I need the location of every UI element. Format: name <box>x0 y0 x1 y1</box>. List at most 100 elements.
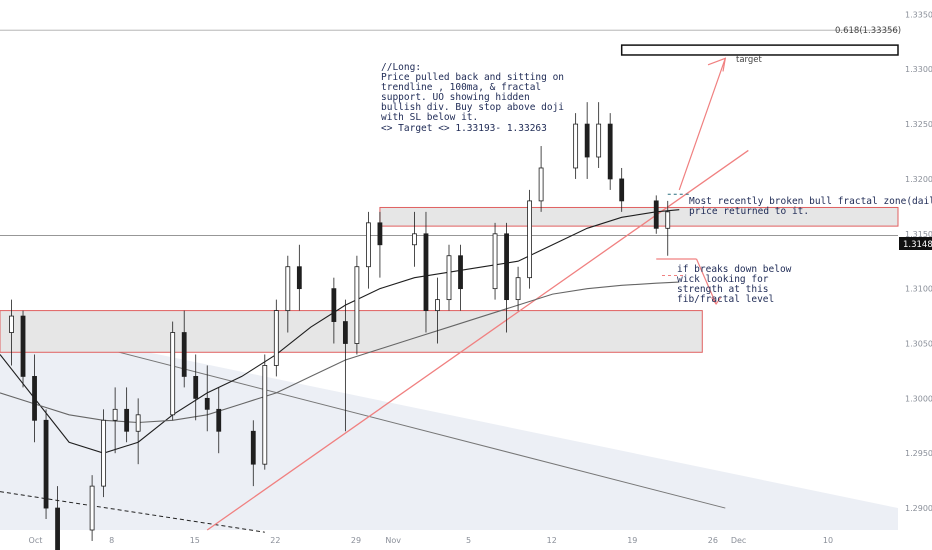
candle-body <box>354 266 360 344</box>
candle-body <box>515 277 521 301</box>
candle-body <box>273 310 279 366</box>
long-note-line: bullish div. Buy stop above doji <box>381 102 564 113</box>
candle <box>435 277 440 344</box>
candle-body <box>216 408 222 432</box>
candle <box>216 387 222 454</box>
candle <box>515 266 521 311</box>
breakdown-note-line: fib/fractal level <box>677 294 774 305</box>
x-tick-label: 19 <box>627 536 637 545</box>
candle <box>170 321 176 421</box>
candle <box>285 255 291 333</box>
candle-body <box>619 178 625 202</box>
y-tick-label: 1.29000 <box>905 504 932 513</box>
descending-wedge <box>0 321 898 530</box>
candle-body <box>377 222 383 246</box>
candle-body <box>342 321 348 344</box>
fractal-note-line: price returned to it. <box>689 206 809 217</box>
long-note-line: with SL below it. <box>381 112 478 123</box>
candle <box>354 255 360 355</box>
fractal-zone-note: Most recently broken bull fractal zone(d… <box>689 196 932 217</box>
y-tick-label: 1.32000 <box>905 175 932 184</box>
long-note: //Long: Price pulled back and sitting on… <box>381 62 570 134</box>
long-note-line: <> Target <> 1.33193- 1.33263 <box>381 123 547 134</box>
candle <box>204 365 210 432</box>
candle-body <box>538 167 544 202</box>
candle-body <box>504 233 509 301</box>
candle-body <box>20 315 26 377</box>
candle <box>423 211 429 333</box>
breakdown-note: if breaks down below wick looking for st… <box>677 264 797 305</box>
candle-body <box>584 123 590 158</box>
candle-body <box>492 233 498 290</box>
candle <box>55 486 60 550</box>
candle-body <box>435 299 440 311</box>
candle-body <box>9 315 14 333</box>
candle-body <box>412 233 417 246</box>
x-tick-label: 8 <box>109 536 114 545</box>
candle <box>377 211 383 278</box>
candle-body <box>596 123 602 158</box>
y-tick-label: 1.30000 <box>905 394 932 403</box>
candle-body <box>112 408 118 421</box>
candle <box>250 420 256 487</box>
candle <box>20 310 26 388</box>
candle-body <box>665 211 671 229</box>
breakdown-note-line: strength at this <box>677 284 769 295</box>
y-tick-label: 1.33500 <box>905 10 932 19</box>
candle <box>193 354 199 421</box>
candle <box>43 409 49 520</box>
axis-layer[interactable]: 1.33500 1.33000 1.32500 1.32000 1.31500 1.310… <box>29 10 932 545</box>
candle <box>89 475 95 541</box>
candle <box>296 244 302 311</box>
candle <box>366 211 371 289</box>
candle <box>273 299 279 377</box>
candle <box>619 167 625 212</box>
y-tick-label: 1.31500 <box>905 230 932 239</box>
candle-body <box>423 233 429 311</box>
candle-body <box>527 200 532 279</box>
candle <box>262 354 268 470</box>
candle <box>32 354 37 443</box>
x-tick-label: 15 <box>190 536 200 545</box>
x-tick-label: 12 <box>547 536 557 545</box>
candle-body <box>170 332 176 416</box>
lower-fractal-zone <box>0 310 703 353</box>
candle <box>653 195 659 234</box>
x-tick-label: 29 <box>351 536 361 545</box>
candle <box>112 387 118 454</box>
candle-body <box>181 332 187 377</box>
candle <box>665 200 671 256</box>
candle <box>101 409 107 498</box>
y-tick-label: 1.32500 <box>905 120 932 129</box>
candle <box>458 244 463 311</box>
candle-body <box>446 255 452 301</box>
y-tick-label: 1.30500 <box>905 340 932 349</box>
candle-body <box>204 397 210 410</box>
candle-body <box>89 485 95 531</box>
y-tick-label: 1.33000 <box>905 65 932 74</box>
candle <box>607 113 613 190</box>
long-note-line: Price pulled back and sitting on <box>381 72 564 83</box>
candle-body <box>331 288 337 322</box>
current-price-badge <box>899 237 932 250</box>
breakdown-note-line: if breaks down below <box>677 264 792 275</box>
candle-body <box>101 419 107 487</box>
x-tick-label: 22 <box>270 536 280 545</box>
current-price-value: 1.31485 <box>903 240 932 250</box>
breakdown-arrowhead <box>711 297 722 306</box>
candle <box>124 387 130 443</box>
candle <box>135 398 141 465</box>
candle <box>331 277 337 344</box>
x-tick-label: 5 <box>466 536 471 545</box>
chart-background-layer <box>0 321 898 533</box>
long-note-line: trendline , 100ma, & fractal <box>381 82 541 93</box>
candle <box>573 113 579 179</box>
x-tick-label: 10 <box>823 536 833 545</box>
candle-body <box>573 123 579 169</box>
target-label: target <box>736 55 763 65</box>
candle-body <box>135 414 141 432</box>
target-projection-arrow <box>678 58 726 191</box>
candle-body <box>32 376 37 421</box>
candle-body <box>653 200 659 229</box>
candle <box>9 299 14 366</box>
